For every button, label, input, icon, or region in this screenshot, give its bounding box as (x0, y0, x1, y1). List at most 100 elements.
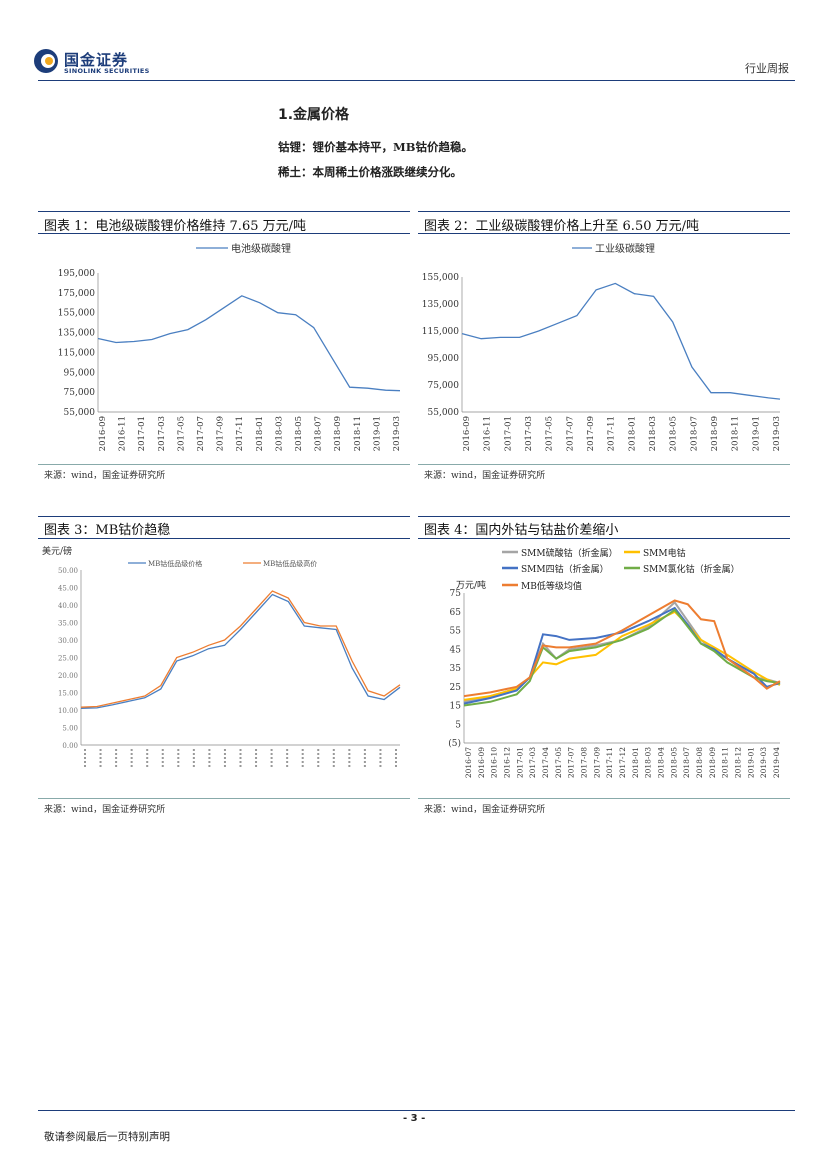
logo-name-en: SINOLINK SECURITIES (64, 67, 150, 75)
chart1-x-tick-label: 2018-11 (353, 416, 363, 451)
chart2-x-tick-label: 2017-09 (586, 416, 596, 451)
chart4-x-tick-label: 2016-09 (477, 747, 486, 778)
chart2-caption: 图表 2：工业级碳酸锂价格上升至 6.50 万元/吨 (424, 219, 699, 234)
chart4-y-tick-label: 5 (455, 720, 461, 730)
chart1-y-tick-label: 95,000 (64, 368, 96, 378)
chart2-x-tick-label: 2018-07 (689, 416, 699, 451)
chart3-y-tick-label: 5.00 (62, 725, 78, 733)
chart1-svg: 电池级碳酸锂 195,000 175,000 155,000 135,000 115,00… (58, 242, 402, 451)
chart3-y-tick-label: 30.00 (58, 637, 78, 645)
chart1-x-tick-label: 2016-11 (118, 416, 128, 451)
chart4-y-tick-label: 75 (450, 589, 462, 599)
chart2-series-line-1 (461, 282, 781, 400)
chart2-source: 来源：wind，国金证券研究所 (424, 471, 546, 481)
chart3-y-tick-label: 50.00 (58, 567, 78, 575)
chart4-y-tick-label: 15 (450, 702, 462, 712)
chart4-top-rule (418, 516, 790, 517)
chart4-y-tick-label: (5) (448, 738, 461, 749)
chart1-x-tick-label: 2017-01 (137, 416, 147, 451)
section-title: 1.金属价格 (278, 107, 350, 123)
report-type-tag: 行业周报 (745, 62, 789, 75)
chart2-x-tick-label: 2019-01 (751, 416, 761, 451)
chart1-y-tick-label: 155,000 (58, 309, 95, 319)
chart4-legend-label-5: MB低等级均值 (521, 580, 582, 592)
chart2-x-tick-label: 2017-05 (545, 416, 555, 451)
chart4-x-tick-label: 2018-11 (721, 747, 730, 778)
chart3-bottom-rule (38, 798, 410, 799)
chart1-x-tick-label: 2018-01 (255, 416, 265, 451)
chart4-x-tick-label: 2019-03 (759, 747, 768, 778)
chart3-source: 来源：wind，国金证券研究所 (44, 805, 166, 815)
chart2-y-tick-label: 75,000 (428, 381, 460, 391)
chart4-y-tick-label: 55 (450, 627, 462, 637)
chart2-x-tick-label: 2018-05 (669, 416, 679, 451)
chart1-x-tick-label: 2017-03 (157, 416, 167, 451)
chart4-y-tick-label: 65 (450, 608, 462, 618)
chart1-y-tick-label: 195,000 (58, 269, 95, 279)
chart1-y-tick-label: 175,000 (58, 289, 95, 299)
chart3-y-tick-label: 40.00 (58, 602, 78, 610)
page-number: - 3 - (403, 1113, 426, 1124)
chart2-x-tick-label: 2017-07 (565, 416, 575, 451)
chart1-x-tick-label: 2018-07 (314, 416, 324, 451)
chart2-y-tick-label: 55,000 (428, 408, 460, 418)
chart3-y-tick-label: 45.00 (58, 585, 78, 593)
chart3-y-tick-label: 25.00 (58, 655, 78, 663)
chart3-series-line-2 (80, 590, 401, 708)
chart4-x-tick-label: 2017-08 (580, 747, 589, 778)
chart2-x-tick-label: 2017-03 (524, 416, 534, 451)
chart2-top-rule (418, 211, 790, 212)
chart4-x-tick-label: 2016-12 (503, 747, 512, 778)
chart4-x-tick-label: 2019-04 (772, 747, 781, 778)
chart1-x-tick-label: 2018-03 (274, 416, 284, 451)
logo-mark (34, 49, 58, 73)
chart2-x-tick-label: 2017-11 (607, 416, 617, 451)
chart1-x-tick-label: 2018-09 (333, 416, 343, 451)
chart2-legend-label: 工业级碳酸锂 (595, 242, 655, 255)
chart3-caption-rule (38, 538, 410, 539)
chart3-caption: 图表 3：MB钴价趋稳 (44, 523, 171, 538)
chart1-y-tick-label: 75,000 (64, 388, 96, 398)
chart2-x-tick-label: 2019-03 (772, 416, 782, 451)
chart4-legend-label-3: SMM四钴（折金属） (521, 563, 609, 575)
chart4-y-tick-label: 25 (450, 683, 462, 693)
chart4-caption-rule (418, 538, 790, 539)
chart4-series-line-4 (463, 608, 781, 707)
chart3-svg: 美元/磅 MB钴低品级价格 MB钴低品级高价 50.00 45.00 40.00 35.00… (42, 545, 401, 767)
chart1-caption: 图表 1：电池级碳酸锂价格维持 7.65 万元/吨 (44, 219, 306, 234)
chart1-caption-rule (38, 233, 410, 234)
chart4-x-tick-label: 2017-11 (605, 747, 614, 778)
chart2-svg: 工业级碳酸锂 155,000 135,000 115,000 95,000 75,000 5… (422, 242, 782, 451)
chart4-series-line-1 (463, 600, 781, 703)
summary-cobalt-lithium: 钴锂：锂价基本持平，MB钴价趋稳。 (278, 140, 473, 154)
chart4-y-tick-label: 45 (450, 645, 462, 655)
header-divider (38, 80, 795, 81)
chart4-x-tick-label: 2017-12 (618, 747, 627, 778)
chart4-x-tick-label: 2018-01 (631, 747, 640, 778)
chart1-x-tick-label: 2019-03 (392, 416, 402, 451)
chart1-legend-label: 电池级碳酸锂 (231, 242, 291, 255)
chart1-x-tick-label: 2017-05 (176, 416, 186, 451)
chart4-caption: 图表 4：国内外钴与钴盐价差缩小 (424, 523, 619, 538)
chart1-top-rule (38, 211, 410, 212)
chart3-y-tick-label: 20.00 (58, 672, 78, 680)
chart4-x-tick-label: 2018-03 (644, 747, 653, 778)
chart4-x-tick-label: 2018-07 (682, 747, 691, 778)
chart2-y-tick-label: 155,000 (422, 273, 459, 283)
chart3-series-line-1 (80, 593, 401, 709)
chart2-x-tick-label: 2018-03 (648, 416, 658, 451)
chart4-svg: SMM硫酸钴（折金属） SMM电钴 SMM四钴（折金属） SMM氯化钴（折金属） MB低… (448, 547, 781, 778)
chart4-legend-label-2: SMM电钴 (643, 547, 686, 559)
chart3-top-rule (38, 516, 410, 517)
chart3-legend-label-1: MB钴低品级价格 (148, 559, 202, 568)
chart1-x-tick-label: 2019-01 (372, 416, 382, 451)
chart4-series-line-2 (463, 610, 781, 701)
chart2-x-tick-label: 2016-09 (462, 416, 472, 451)
chart4-source: 来源：wind，国金证券研究所 (424, 805, 546, 815)
chart4-y-tick-label: 35 (450, 664, 462, 674)
chart2-x-tick-label: 2018-01 (627, 416, 637, 451)
chart2-x-tick-label: 2016-11 (483, 416, 493, 451)
chart3-legend-label-2: MB钴低品级高价 (263, 559, 317, 568)
chart4-x-tick-label: 2017-03 (528, 747, 537, 778)
chart4-x-tick-label: 2018-08 (695, 747, 704, 778)
